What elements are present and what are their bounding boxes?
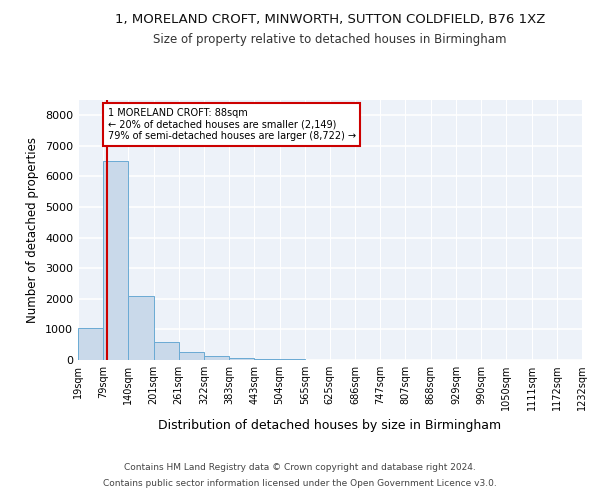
Bar	[254, 359, 280, 360]
Text: Contains public sector information licensed under the Open Government Licence v3: Contains public sector information licen…	[103, 478, 497, 488]
Bar	[128, 296, 154, 360]
Text: Size of property relative to detached houses in Birmingham: Size of property relative to detached ho…	[153, 32, 507, 46]
Text: 1, MORELAND CROFT, MINWORTH, SUTTON COLDFIELD, B76 1XZ: 1, MORELAND CROFT, MINWORTH, SUTTON COLD…	[115, 12, 545, 26]
Text: 1 MORELAND CROFT: 88sqm
← 20% of detached houses are smaller (2,149)
79% of semi: 1 MORELAND CROFT: 88sqm ← 20% of detache…	[107, 108, 356, 141]
Y-axis label: Number of detached properties: Number of detached properties	[26, 137, 40, 323]
Bar	[280, 358, 305, 360]
Bar	[103, 161, 128, 360]
Bar	[78, 328, 103, 360]
Bar	[154, 342, 179, 360]
X-axis label: Distribution of detached houses by size in Birmingham: Distribution of detached houses by size …	[158, 418, 502, 432]
Bar	[204, 356, 229, 360]
Bar	[229, 358, 254, 360]
Text: Contains HM Land Registry data © Crown copyright and database right 2024.: Contains HM Land Registry data © Crown c…	[124, 464, 476, 472]
Bar	[179, 352, 204, 360]
